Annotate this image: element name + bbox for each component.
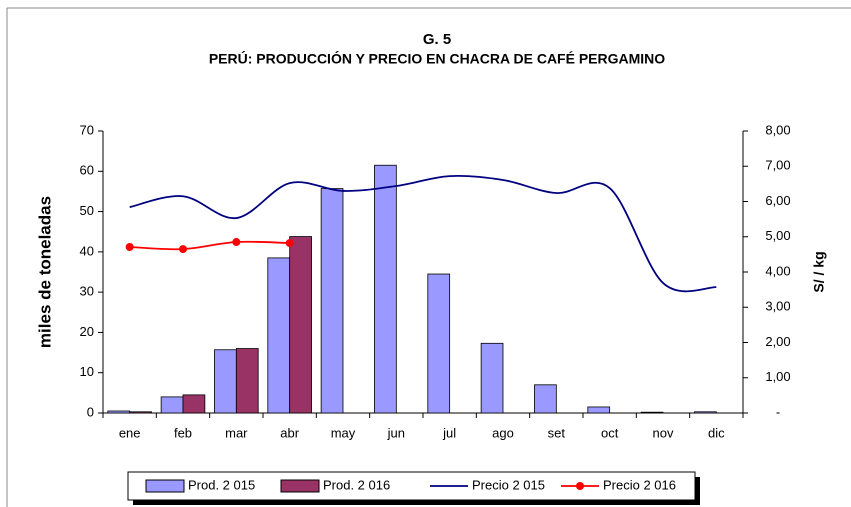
- bar: [480, 342, 504, 414]
- marker: [179, 245, 187, 254]
- marker: [232, 238, 241, 247]
- bar: [182, 394, 206, 414]
- y-tick-label: 70: [80, 122, 94, 137]
- bar: [640, 411, 664, 414]
- marker: [125, 242, 134, 251]
- x-tick-label: dic: [708, 425, 725, 440]
- x-tick-label: ene: [119, 425, 141, 440]
- y-axis-label: miles de toneladas: [35, 196, 54, 348]
- y-tick-label: 20: [80, 324, 94, 339]
- chart-subtitle: PERÚ: PRODUCCIÓN Y PRECIO EN CHACRA DE C…: [209, 50, 665, 67]
- bar: [214, 349, 237, 414]
- x-tick-label: nov: [653, 425, 674, 440]
- line: [129, 240, 290, 251]
- y2-tick-label: 5,00: [765, 228, 790, 243]
- y2-tick-label: 3,00: [765, 299, 790, 314]
- y2-tick-label: 7,00: [765, 158, 790, 173]
- bar: [129, 411, 152, 414]
- y2-tick-label: -: [776, 404, 780, 419]
- bar: [235, 348, 259, 414]
- bar: [160, 396, 184, 414]
- legend-label: Prod. 2 015: [188, 477, 255, 492]
- y2-tick-label: 1,00: [765, 369, 790, 384]
- legend-label: Precio 2 016: [603, 477, 676, 492]
- bar: [427, 273, 451, 414]
- legend: [127, 471, 696, 501]
- y2-tick-label: 4,00: [765, 263, 790, 278]
- bar: [534, 384, 557, 414]
- y-tick-label: 50: [80, 203, 94, 218]
- bar: [694, 411, 717, 414]
- y2-tick-label: 6,00: [765, 193, 790, 208]
- bar: [267, 257, 291, 414]
- y-tick-label: 40: [80, 243, 94, 258]
- bar: [320, 188, 344, 414]
- x-tick-label: abr: [280, 425, 299, 440]
- bar: [374, 164, 397, 414]
- x-tick-label: feb: [174, 425, 192, 440]
- chart-title: G. 5: [423, 31, 451, 48]
- y-tick-label: 30: [80, 284, 94, 299]
- x-tick-label: oct: [601, 425, 619, 440]
- line: [129, 174, 717, 293]
- x-tick-label: may: [331, 425, 356, 440]
- y2-tick-label: 2,00: [765, 334, 790, 349]
- x-tick-label: jun: [387, 425, 405, 440]
- x-tick-label: ago: [492, 425, 514, 440]
- y-tick-label: 10: [80, 364, 94, 379]
- bar: [107, 410, 131, 414]
- bar: [289, 236, 312, 414]
- x-tick-label: set: [548, 425, 566, 440]
- x-tick-label: mar: [225, 425, 248, 440]
- legend-swatch: [280, 479, 320, 493]
- marker: [285, 239, 294, 248]
- x-tick-label: jul: [442, 425, 456, 440]
- y2-tick-label: 8,00: [765, 122, 790, 137]
- bar: [587, 406, 611, 414]
- y2-axis-label: S/ / kg: [811, 251, 827, 292]
- legend-marker: [576, 482, 584, 490]
- y-tick-label: 60: [80, 163, 94, 178]
- legend-swatch: [145, 479, 185, 493]
- y-tick-label: 0: [87, 404, 94, 419]
- legend-label: Prod. 2 016: [323, 477, 390, 492]
- legend-label: Precio 2 015: [472, 477, 545, 492]
